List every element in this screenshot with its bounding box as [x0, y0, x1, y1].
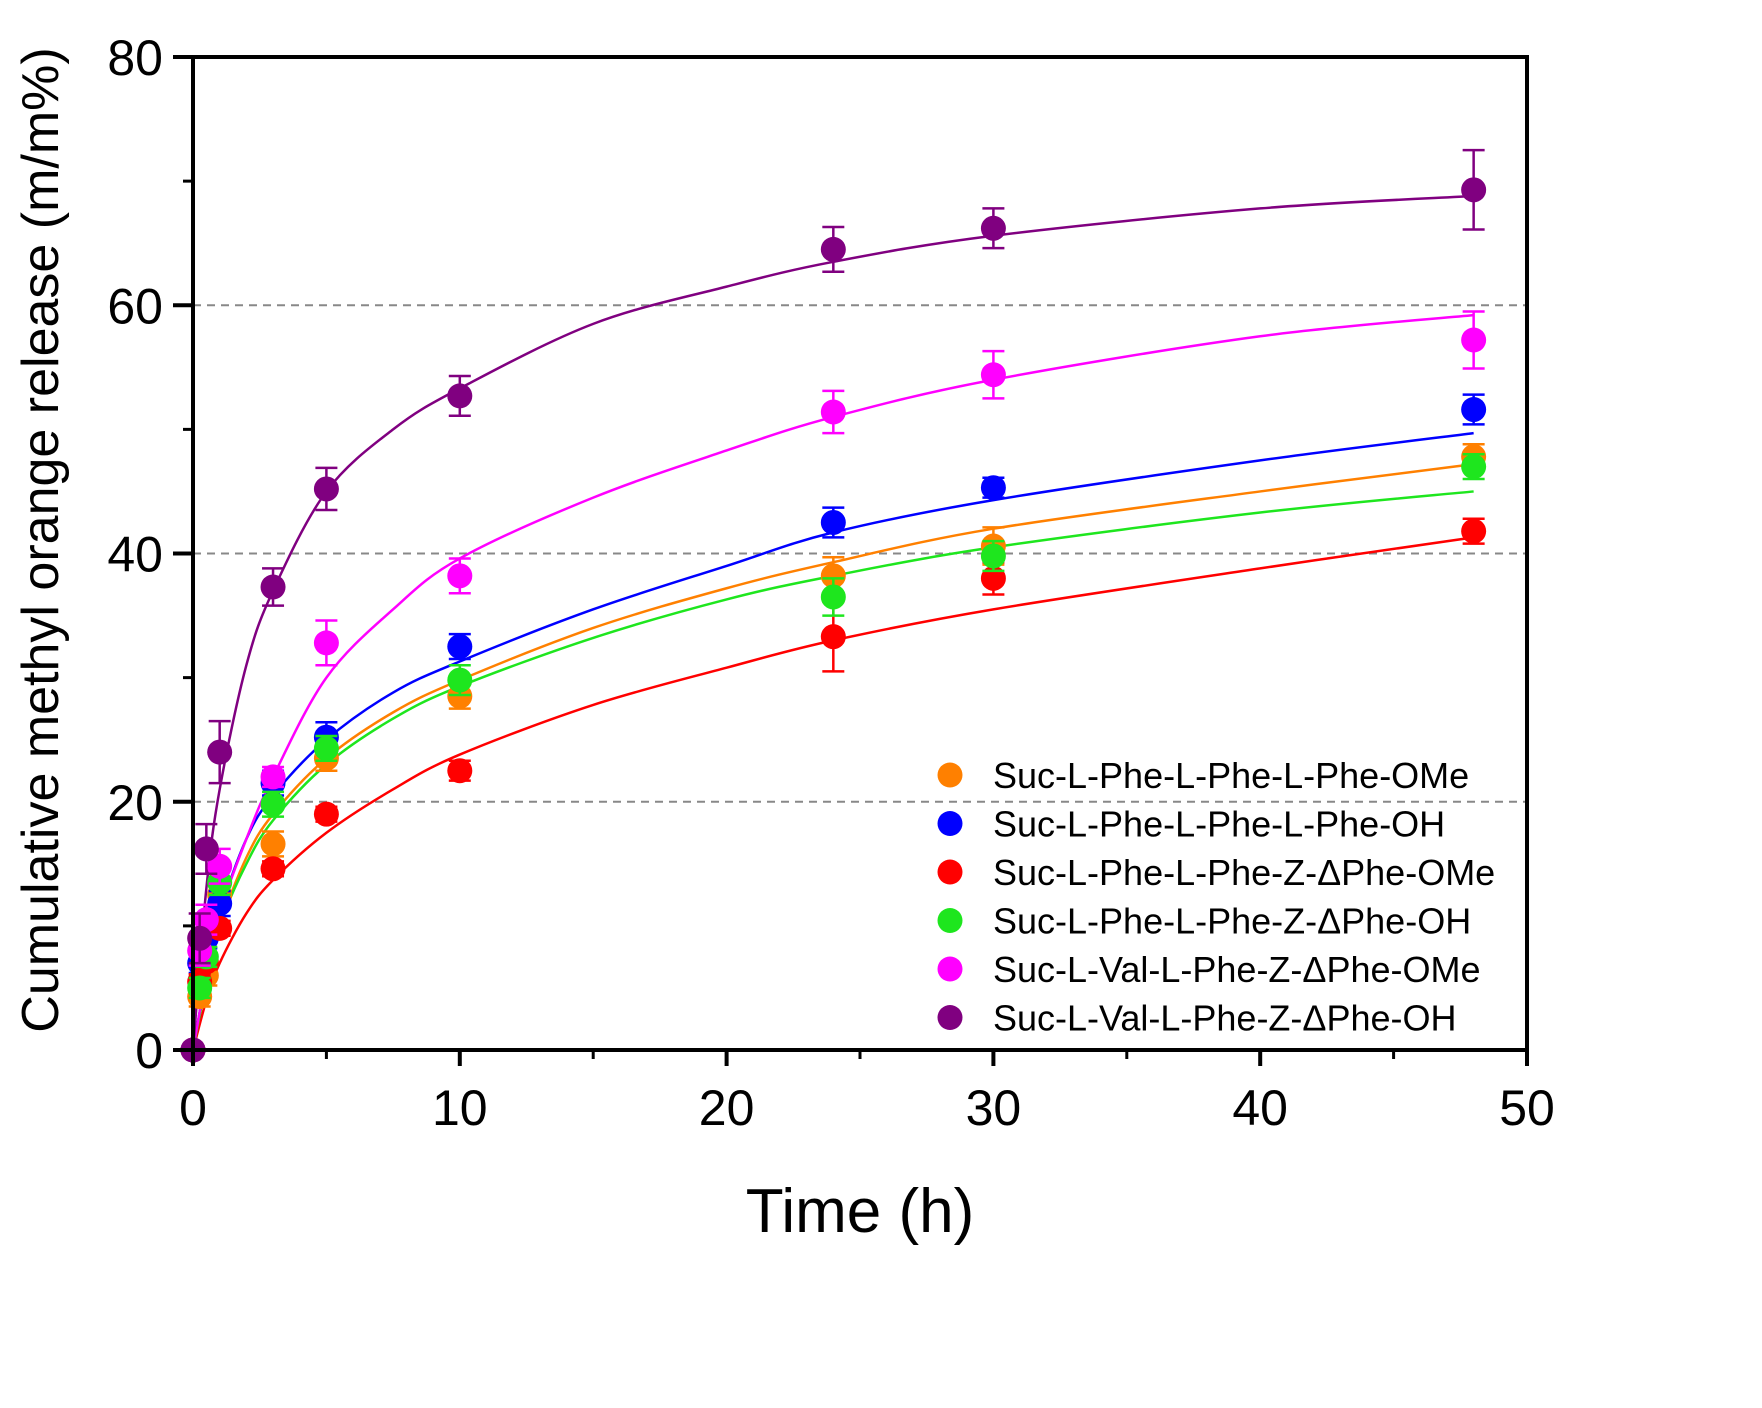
data-point [1461, 327, 1487, 353]
data-point [820, 584, 846, 610]
data-point [207, 739, 233, 765]
data-point [187, 975, 213, 1001]
legend: Suc-L-Phe-L-Phe-L-Phe-OMe Suc-L-Phe-L-Phe… [937, 755, 1495, 1039]
data-point [447, 634, 473, 660]
data-point [260, 764, 286, 790]
legend-marker [937, 956, 963, 982]
data-point [313, 801, 339, 827]
data-point [980, 543, 1006, 569]
y-tick-label: 80 [107, 30, 163, 86]
legend-marker [937, 859, 963, 885]
x-tick-label: 10 [432, 1080, 488, 1136]
legend-label: Suc-L-Val-L-Phe-Z-ΔPhe-OH [993, 998, 1457, 1039]
fit-curve-5 [191, 194, 1474, 1051]
data-point [260, 856, 286, 882]
data-point [980, 475, 1006, 501]
x-tick-label: 30 [966, 1080, 1022, 1136]
data-point [313, 476, 339, 502]
data-point [187, 925, 213, 951]
data-points [180, 148, 1487, 1063]
y-tick-label: 20 [107, 775, 163, 831]
y-tick-label: 0 [135, 1023, 163, 1079]
data-point [1461, 397, 1487, 423]
fit-curve-3 [191, 490, 1474, 1051]
legend-label: Suc-L-Phe-L-Phe-Z-ΔPhe-OH [993, 901, 1471, 942]
x-tick-label: 0 [179, 1080, 207, 1136]
data-point [260, 831, 286, 857]
legend-label: Suc-L-Phe-L-Phe-Z-ΔPhe-OMe [993, 852, 1495, 893]
grid-lines [193, 304, 1527, 803]
legend-label: Suc-L-Val-L-Phe-Z-ΔPhe-OMe [993, 949, 1481, 990]
data-point [1461, 177, 1487, 203]
data-point [820, 399, 846, 425]
data-point [447, 758, 473, 784]
legend-marker [937, 1005, 963, 1030]
data-point [260, 574, 286, 600]
data-point [447, 667, 473, 693]
legend-marker [937, 811, 963, 836]
data-point [820, 563, 846, 589]
x-tick-label: 40 [1232, 1080, 1288, 1136]
fit-curves [191, 194, 1474, 1051]
data-point [820, 236, 846, 262]
legend-marker [937, 762, 963, 788]
y-axis-label: Cumulative methyl orange release (m/m%) [12, 47, 70, 1032]
fit-curve-2 [191, 536, 1474, 1051]
y-tick-label: 60 [107, 278, 163, 334]
data-point [980, 362, 1006, 388]
x-tick-label: 20 [699, 1080, 755, 1136]
fit-curve-0 [191, 462, 1474, 1051]
legend-label: Suc-L-Phe-L-Phe-L-Phe-OH [993, 804, 1445, 845]
data-point [260, 791, 286, 817]
x-axis-label: Time (h) [746, 1177, 974, 1246]
data-point [980, 215, 1006, 241]
data-point [313, 630, 339, 656]
data-point [820, 509, 846, 535]
data-point [820, 624, 846, 650]
data-point [313, 735, 339, 761]
axis-ticks: 0 10 20 30 40 50 0 20 40 60 80 [107, 30, 1554, 1136]
legend-marker [937, 908, 963, 933]
legend-label: Suc-L-Phe-L-Phe-L-Phe-OMe [993, 755, 1469, 796]
data-point [447, 383, 473, 409]
fit-curve-4 [191, 313, 1474, 1051]
data-point [193, 836, 219, 862]
data-point [1461, 518, 1487, 544]
data-point [447, 563, 473, 589]
x-tick-label: 50 [1499, 1080, 1555, 1136]
y-tick-label: 40 [107, 527, 163, 583]
data-point [1461, 454, 1487, 480]
